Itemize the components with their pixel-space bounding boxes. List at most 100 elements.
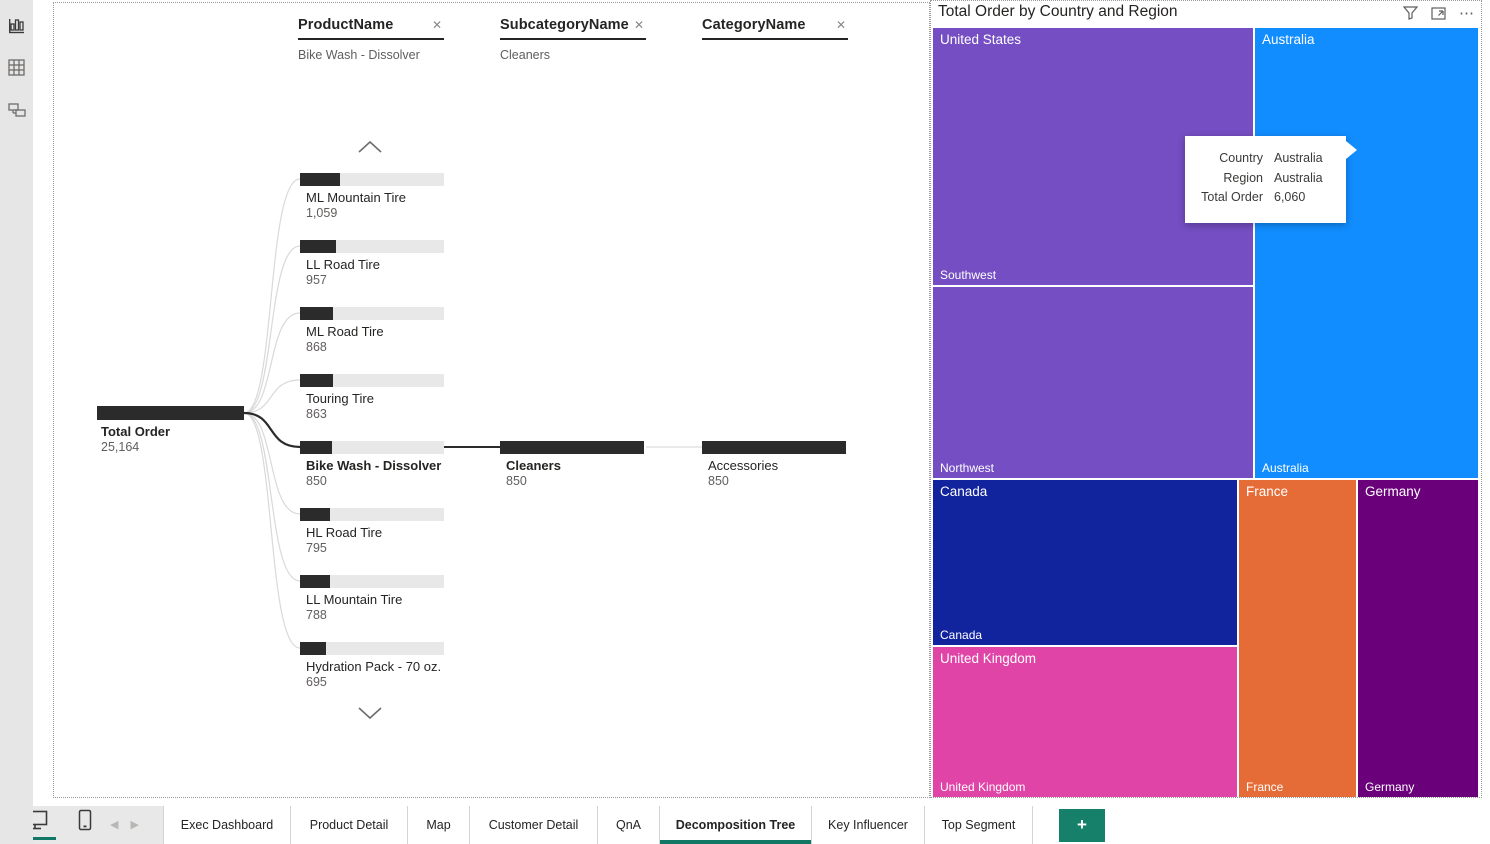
tab-exec-dashboard[interactable]: Exec Dashboard bbox=[163, 806, 291, 844]
region-label: Canada bbox=[940, 628, 983, 642]
level-underline bbox=[298, 38, 444, 40]
tab-label: Key Influencer bbox=[828, 818, 908, 832]
treemap-cell-germany[interactable]: Germany Germany bbox=[1358, 480, 1478, 797]
tree-node-selected[interactable]: Bike Wash - Dissolver 850 bbox=[300, 441, 446, 488]
tree-node[interactable]: ML Mountain Tire 1,059 bbox=[300, 173, 446, 220]
node-label: Cleaners bbox=[506, 458, 561, 473]
report-view-icon bbox=[7, 16, 26, 35]
treemap-cell-canada[interactable]: Canada Canada bbox=[933, 480, 1237, 645]
node-bar[interactable] bbox=[300, 508, 444, 521]
treemap-cell-france[interactable]: France France bbox=[1239, 480, 1356, 797]
level-header-productname: ProductName ✕ Bike Wash - Dissolver bbox=[298, 15, 444, 63]
node-value: 25,164 bbox=[101, 440, 140, 454]
tree-node-category[interactable]: Accessories 850 bbox=[702, 441, 848, 488]
tab-label: Map bbox=[426, 818, 451, 832]
remove-level-icon[interactable]: ✕ bbox=[835, 18, 846, 32]
tree-node[interactable]: LL Road Tire 957 bbox=[300, 240, 446, 287]
tab-decomposition-tree[interactable]: Decomposition Tree bbox=[660, 806, 812, 844]
node-bar[interactable] bbox=[300, 307, 444, 320]
region-label: Northwest bbox=[940, 461, 995, 475]
node-value: 868 bbox=[306, 340, 327, 354]
previous-page-arrow-icon[interactable]: ◀ bbox=[110, 818, 119, 831]
tab-map[interactable]: Map bbox=[408, 806, 470, 844]
node-label: ML Mountain Tire bbox=[306, 190, 406, 205]
node-label: ML Road Tire bbox=[306, 324, 384, 339]
decomposition-tree-visual[interactable]: ProductName ✕ Bike Wash - Dissolver Subc… bbox=[53, 2, 930, 798]
level-selected-value: Cleaners bbox=[500, 48, 551, 62]
level-label: CategoryName bbox=[702, 17, 806, 33]
tab-label: Product Detail bbox=[309, 818, 389, 832]
node-bar[interactable] bbox=[300, 441, 444, 454]
tree-node-root[interactable]: Total Order 25,164 bbox=[97, 406, 244, 454]
node-bar[interactable] bbox=[300, 240, 444, 253]
more-options-icon[interactable]: ⋯ bbox=[1459, 5, 1475, 22]
node-bar[interactable] bbox=[97, 406, 244, 420]
level-selected-value bbox=[702, 48, 848, 63]
report-view-button[interactable] bbox=[0, 8, 33, 42]
treemap-cell-us-northwest[interactable]: Northwest bbox=[933, 287, 1253, 478]
node-label: HL Road Tire bbox=[306, 525, 383, 540]
data-view-icon bbox=[7, 58, 26, 77]
new-page-button[interactable]: + bbox=[1059, 808, 1105, 842]
node-value: 788 bbox=[306, 608, 327, 622]
tree-node[interactable]: LL Mountain Tire 788 bbox=[300, 575, 446, 622]
node-label: LL Road Tire bbox=[306, 257, 380, 272]
data-view-button[interactable] bbox=[0, 50, 33, 84]
treemap-cell-australia[interactable]: Australia Australia bbox=[1255, 28, 1478, 478]
level-label: ProductName bbox=[298, 17, 394, 33]
node-label: Total Order bbox=[101, 424, 171, 439]
tooltip-field: Total Order bbox=[1201, 190, 1263, 204]
level-underline bbox=[702, 38, 848, 40]
tooltip-field: Region bbox=[1223, 170, 1263, 185]
level-selected-value: Bike Wash - Dissolver bbox=[298, 48, 420, 62]
tooltip-value: 6,060 bbox=[1274, 190, 1306, 204]
mobile-phone-icon bbox=[78, 809, 92, 836]
tree-node-subcategory[interactable]: Cleaners 850 bbox=[500, 441, 646, 488]
tree-node[interactable]: Hydration Pack - 70 oz. 695 bbox=[300, 642, 446, 689]
treemap-visual[interactable]: Total Order by Country and Region ⋯ Unit… bbox=[930, 0, 1482, 798]
node-value: 850 bbox=[306, 474, 327, 488]
tree-node[interactable]: ML Road Tire 868 bbox=[300, 307, 446, 354]
level-header-subcategoryname: SubcategoryName ✕ Cleaners bbox=[500, 15, 646, 63]
region-label: Australia bbox=[1262, 461, 1309, 475]
tree-node[interactable]: Touring Tire 863 bbox=[300, 374, 446, 421]
node-value: 863 bbox=[306, 407, 327, 421]
node-bar[interactable] bbox=[300, 642, 444, 655]
node-bar[interactable] bbox=[500, 441, 644, 454]
focus-mode-icon[interactable] bbox=[1431, 5, 1446, 21]
remove-level-icon[interactable]: ✕ bbox=[431, 18, 442, 32]
plus-icon: + bbox=[1077, 815, 1087, 834]
node-bar[interactable] bbox=[300, 173, 444, 186]
next-page-arrow-icon[interactable]: ▶ bbox=[130, 818, 139, 831]
region-label: United Kingdom bbox=[940, 780, 1026, 794]
model-view-button[interactable] bbox=[0, 92, 33, 126]
node-bar[interactable] bbox=[300, 575, 444, 588]
node-bar[interactable] bbox=[300, 374, 444, 387]
tree-node[interactable]: HL Road Tire 795 bbox=[300, 508, 446, 555]
treemap-tooltip: Country Australia Region Australia Total… bbox=[1185, 136, 1357, 223]
tab-top-segment[interactable]: Top Segment bbox=[925, 806, 1033, 844]
tooltip-value: Australia bbox=[1274, 151, 1323, 165]
tab-qna[interactable]: QnA bbox=[598, 806, 660, 844]
remove-level-icon[interactable]: ✕ bbox=[633, 18, 644, 32]
node-value: 1,059 bbox=[306, 206, 338, 220]
tree-connector-lines bbox=[243, 178, 702, 649]
node-label: Accessories bbox=[708, 458, 779, 473]
tab-key-influencer[interactable]: Key Influencer bbox=[812, 806, 925, 844]
page-nav-arrows: ◀ ▶ bbox=[110, 818, 139, 833]
tab-customer-detail[interactable]: Customer Detail bbox=[470, 806, 598, 844]
scroll-down-chevron[interactable] bbox=[357, 706, 383, 720]
treemap-cell-united-kingdom[interactable]: United Kingdom United Kingdom bbox=[933, 647, 1237, 797]
tab-label: Exec Dashboard bbox=[180, 818, 274, 832]
region-label: France bbox=[1246, 780, 1284, 794]
filter-icon[interactable] bbox=[1403, 5, 1418, 21]
node-value: 850 bbox=[708, 474, 729, 488]
mobile-layout-button[interactable] bbox=[78, 809, 92, 841]
tab-product-detail[interactable]: Product Detail bbox=[291, 806, 408, 844]
scroll-up-chevron[interactable] bbox=[357, 140, 383, 154]
country-label: Germany bbox=[1365, 484, 1421, 499]
pages-bar: ◀ ▶ Exec Dashboard Product Detail Map Cu… bbox=[0, 806, 1490, 844]
active-layout-indicator bbox=[14, 837, 56, 840]
node-bar[interactable] bbox=[702, 441, 846, 454]
